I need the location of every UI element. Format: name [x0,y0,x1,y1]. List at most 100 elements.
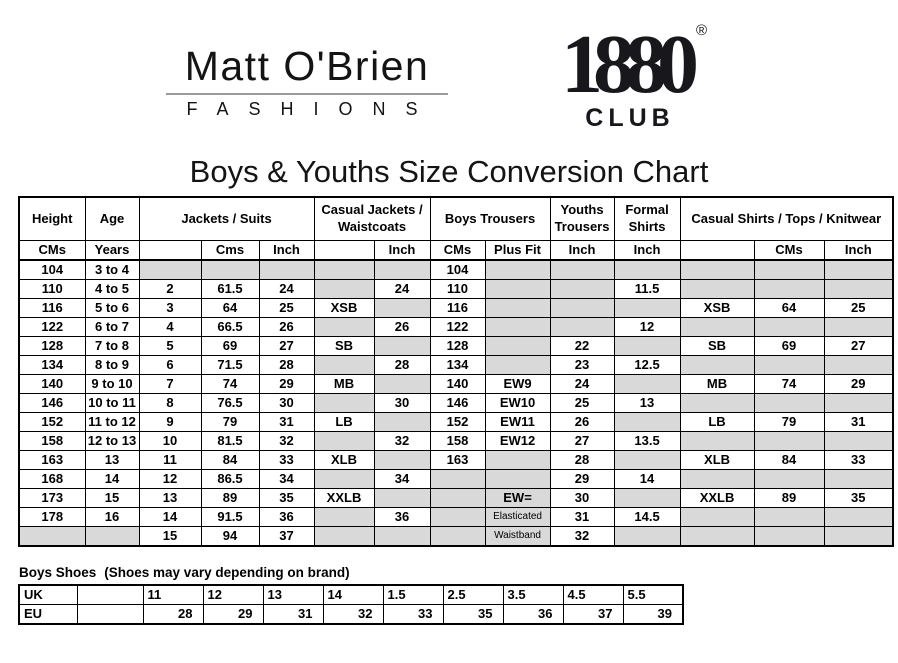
size-row: 134 8 to 9 6 71.5 28 28 134 23 12.5 [18,355,894,375]
unit-header: CMs [18,240,86,261]
empty-cell [823,355,894,375]
size-conversion-table: Height Age Jackets / Suits Casual Jackets /… [18,196,895,547]
empty-cell [313,279,375,299]
size-cell: 7 to 8 [84,336,140,356]
empty-cell [84,526,140,547]
size-cell: XLB [313,450,375,470]
size-cell: 2 [138,279,202,299]
size-cell: 81.5 [200,431,260,451]
shoes-heading-note: (Shoes may vary depending on brand) [104,565,350,580]
size-cell: 140 [18,374,86,394]
size-cell: Elasticated [484,507,551,527]
size-cell: 33 [823,450,894,470]
club-1880-digits: 1880 ® [561,23,707,107]
empty-cell [313,393,375,413]
club-1880-number: 1880 [561,18,699,111]
empty-cell [753,469,825,489]
empty-cell [313,526,375,547]
size-cell: XSB [679,298,755,318]
size-cell: 32 [258,431,315,451]
size-cell: XXLB [679,488,755,508]
size-cell: 7 [138,374,202,394]
size-cell: 71.5 [200,355,260,375]
size-cell: Waistband [484,526,551,547]
empty-cell [373,412,431,432]
size-cell: 27 [258,336,315,356]
shoes-size-cell: 3.5 [502,584,564,605]
shoes-size-cell: 33 [382,604,444,625]
shoes-size-table: UK 11 12 13 14 1.5 2.5 3.5 4.5 5.5 EU 28 29 31 32 33 35 3… [18,584,684,625]
shoes-size-cell: 2.5 [442,584,504,605]
empty-cell [138,259,202,280]
matt-obrien-logo: Matt O'Brien FASHIONS [166,46,448,118]
empty-cell [753,279,825,299]
size-cell: 110 [18,279,86,299]
size-cell: 24 [549,374,615,394]
empty-cell [484,336,551,356]
size-cell: 122 [18,317,86,337]
brand-divider [166,93,448,95]
empty-cell [549,279,615,299]
size-cell: 152 [429,412,486,432]
size-cell: 79 [753,412,825,432]
empty-cell [549,298,615,318]
size-cell: 28 [549,450,615,470]
unit-header: Inch [549,240,615,261]
unit-header: CMs [429,240,486,261]
empty-cell [613,488,681,508]
size-cell: 3 [138,298,202,318]
size-cell: 14 [138,507,202,527]
size-cell: 173 [18,488,86,508]
shoes-size-cell: 31 [262,604,324,625]
empty-cell [429,526,486,547]
unit-header-row: CMs Years Cms Inch Inch CMs Plus Fit Inch Inch CM… [18,240,894,261]
empty-cell [823,259,894,280]
empty-cell [484,298,551,318]
empty-cell [313,431,375,451]
shoes-size-cell: 14 [322,584,384,605]
size-cell: 22 [549,336,615,356]
shoes-table-body: UK 11 12 13 14 1.5 2.5 3.5 4.5 5.5 EU 28 29 31 32 33 35 3… [18,584,684,625]
unit-header: Inch [258,240,315,261]
size-row: 173 15 13 89 35 XXLB EW= 30 XXLB 89 35 [18,488,894,508]
size-cell: 61.5 [200,279,260,299]
size-cell: 8 [138,393,202,413]
size-cell: 25 [823,298,894,318]
empty-cell [679,317,755,337]
size-cell: 69 [753,336,825,356]
empty-cell [679,259,755,280]
unit-header: Inch [373,240,431,261]
size-cell: 5 to 6 [84,298,140,318]
size-row: 110 4 to 5 2 61.5 24 24 110 11.5 [18,279,894,299]
size-cell: EW9 [484,374,551,394]
shoes-size-cell: 35 [442,604,504,625]
unit-header: Cms [200,240,260,261]
page-title: Boys & Youths Size Conversion Chart [189,154,709,189]
size-cell: 25 [258,298,315,318]
empty-cell [613,298,681,318]
size-cell: 31 [258,412,315,432]
empty-cell [753,317,825,337]
size-cell: 35 [823,488,894,508]
size-cell: 13 [613,393,681,413]
size-cell: 9 [138,412,202,432]
empty-cell [613,450,681,470]
size-row: 163 13 11 84 33 XLB 163 28 XLB 84 33 [18,450,894,470]
empty-cell [484,469,551,489]
size-cell: 14 [613,469,681,489]
shoes-size-cell: 5.5 [622,584,684,605]
size-cell: 26 [373,317,431,337]
size-cell: 14 [84,469,140,489]
size-cell: SB [313,336,375,356]
size-cell: 146 [429,393,486,413]
size-table-header: Height Age Jackets / Suits Casual Jackets /… [18,196,894,261]
empty-cell [753,393,825,413]
size-cell: 32 [549,526,615,547]
shoes-size-cell: 1.5 [382,584,444,605]
empty-cell [823,507,894,527]
empty-cell [373,488,431,508]
size-cell: 11 to 12 [84,412,140,432]
size-cell: 168 [18,469,86,489]
size-cell: 28 [373,355,431,375]
size-cell: 84 [200,450,260,470]
